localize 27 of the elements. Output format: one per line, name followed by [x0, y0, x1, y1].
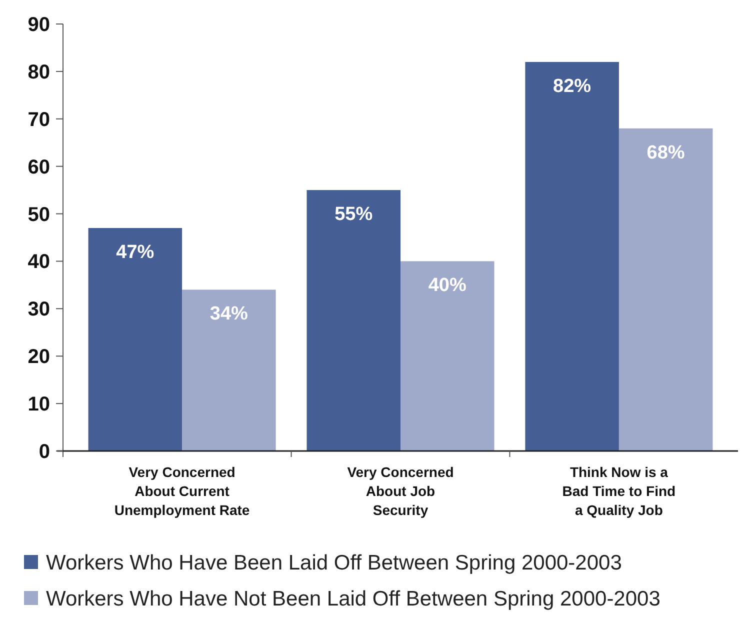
y-tick-label: 0	[38, 441, 50, 463]
y-tick-label: 50	[28, 204, 50, 226]
data-label: 55%	[334, 204, 373, 226]
y-tick-label: 30	[28, 298, 50, 321]
data-label: 82%	[553, 76, 592, 97]
y-tick-label: 90	[28, 14, 50, 36]
y-tick-label: 60	[28, 156, 50, 178]
bar	[88, 228, 182, 451]
x-tick-label: Very Concerned About Current Unemployment Rate	[114, 464, 250, 518]
y-tick-label: 70	[28, 108, 50, 131]
bar	[182, 290, 276, 451]
data-label: 40%	[428, 275, 466, 296]
bar	[400, 261, 494, 451]
legend-label: Workers Who Have Been Laid Off Between Spring 2000-2003	[46, 551, 622, 574]
legend-label: Workers Who Have Not Been Laid Off Between Spring 2000-2003	[46, 587, 660, 610]
x-tick-label: Very Concerned About Job Security	[347, 464, 454, 518]
y-tick-label: 40	[28, 251, 50, 274]
bar	[306, 190, 400, 451]
data-label: 34%	[210, 304, 248, 325]
y-tick-label: 10	[28, 394, 50, 416]
bar	[525, 62, 619, 451]
data-label: 68%	[646, 142, 685, 164]
bar	[618, 128, 713, 451]
data-label: 47%	[116, 242, 154, 264]
y-tick-label: 20	[28, 346, 50, 368]
y-tick-label: 80	[28, 61, 50, 84]
x-tick-label: Think Now is a Bad Time to Find a Quality Job	[562, 464, 676, 518]
